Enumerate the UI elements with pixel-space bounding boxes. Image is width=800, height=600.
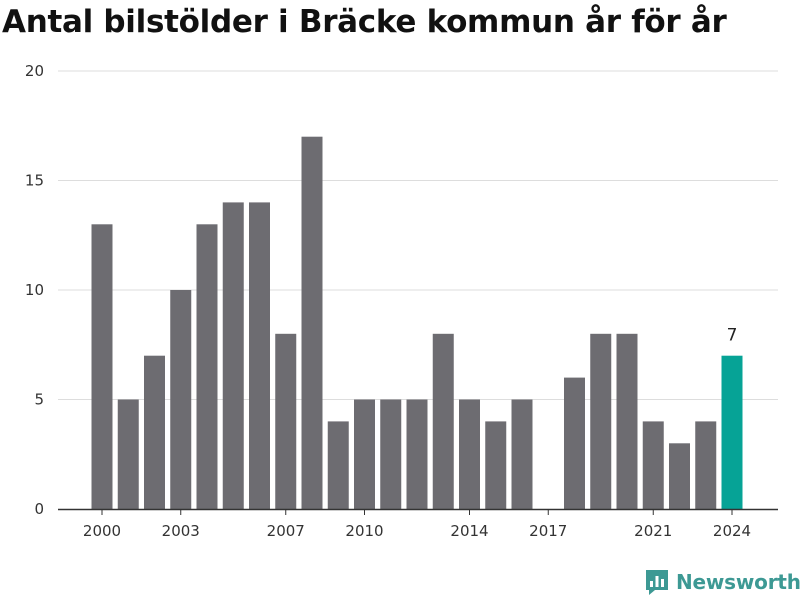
bar-2013 (432, 333, 454, 509)
x-tick-label: 2007 (267, 522, 305, 540)
x-tick-label: 2014 (450, 522, 488, 540)
chart-title: Antal bilstölder i Bräcke kommun år för … (2, 4, 727, 40)
data-label-highlight: 7 (727, 326, 738, 346)
bar-2021 (642, 421, 664, 509)
bar-2024 (721, 355, 743, 509)
x-tick-label: 2003 (162, 522, 200, 540)
bar-2001 (117, 399, 139, 509)
bar-2016 (511, 399, 533, 509)
bar-2014 (459, 399, 480, 509)
bars (91, 136, 743, 510)
bar-2011 (380, 399, 402, 509)
x-tick-label: 2010 (345, 522, 383, 540)
bar-2004 (196, 224, 218, 510)
bar-2010 (354, 399, 375, 509)
bar-2002 (144, 355, 165, 509)
labels: 0 5 10 15 20 7 2000 2003 2007 2010 2014 2017 2021 202… (25, 62, 751, 540)
y-tick-label: 10 (25, 281, 44, 299)
bar-2018 (564, 377, 585, 509)
bar-2003 (170, 290, 192, 509)
gridlines (58, 70, 778, 400)
x-tick-label: 2000 (83, 522, 121, 540)
bar-2015 (485, 421, 507, 509)
bar-2020 (616, 333, 638, 509)
bar-2007 (275, 333, 297, 509)
bar-2006 (249, 202, 270, 509)
y-tick-label: 15 (25, 172, 44, 190)
newsworthy-logo: Newsworthy (644, 568, 800, 596)
y-tick-label: 5 (34, 391, 44, 409)
x-tick-label: 2017 (529, 522, 567, 540)
newsworthy-chart-icon (646, 570, 668, 595)
bar-2008 (301, 136, 323, 509)
bar-2009 (327, 421, 349, 509)
bar-2023 (695, 421, 717, 509)
axes (58, 508, 778, 515)
bar-2005 (222, 202, 244, 509)
y-tick-label: 0 (34, 500, 44, 518)
bar-2019 (590, 333, 612, 509)
y-tick-label: 20 (25, 62, 44, 80)
bar-2000 (91, 224, 113, 510)
bar-2022 (669, 443, 690, 509)
x-tick-label: 2021 (634, 522, 672, 540)
brand-name: Newsworthy (676, 570, 800, 594)
bar-2012 (406, 399, 428, 509)
x-tick-label: 2024 (713, 522, 751, 540)
